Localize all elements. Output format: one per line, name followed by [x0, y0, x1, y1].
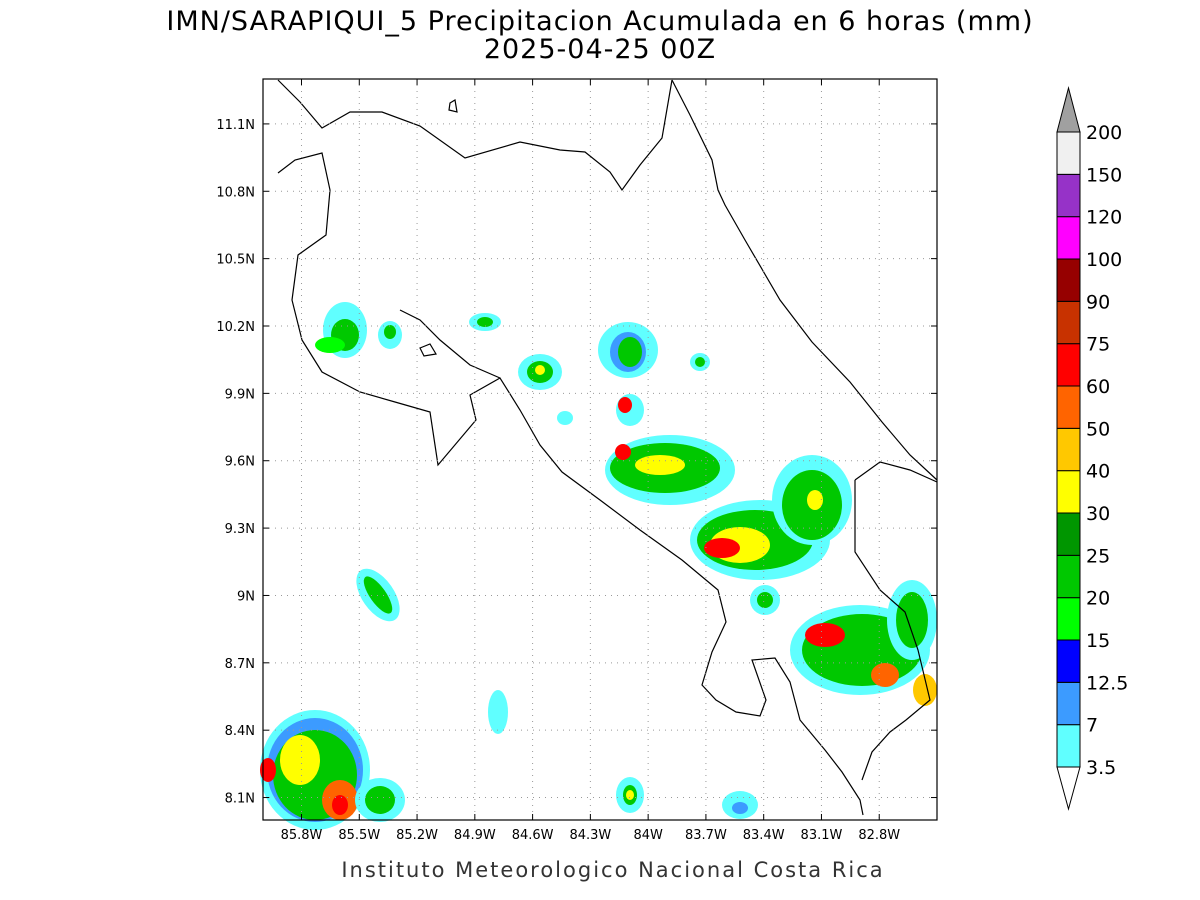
- rain-cell: [488, 690, 508, 734]
- colorbar-segment: [1056, 300, 1081, 345]
- rain-cell: [750, 585, 780, 615]
- x-tick-label: 82.8W: [858, 828, 900, 843]
- colorbar-segment: [1056, 385, 1081, 429]
- map-frame: [262, 78, 938, 821]
- x-tick-label: 83.4W: [743, 828, 785, 843]
- subtitle: 2025-04-25 00Z: [484, 34, 716, 65]
- colorbar-label: 120: [1086, 207, 1122, 229]
- colorbar-segment: [1056, 173, 1081, 218]
- colorbar-segment: [1056, 470, 1081, 514]
- colorbar-segment: [1056, 597, 1081, 641]
- rain-cell: [598, 322, 658, 378]
- coastline: [671, 79, 938, 481]
- axes: 85.8W 85.5W 85.2W 84.9W 84.6W 84.3W 84W 83.7W 83…: [216, 79, 937, 843]
- rain-cell: [605, 435, 735, 505]
- y-tick-label: 10.5N: [216, 253, 255, 268]
- colorbar-label: 7: [1086, 715, 1098, 737]
- footer: Instituto Meteorologico Nacional Costa R…: [341, 858, 884, 882]
- rain-cell: [378, 321, 402, 349]
- x-tick-label: 85.5W: [338, 828, 380, 843]
- coastline: [277, 79, 673, 192]
- rain-cell: [557, 411, 573, 425]
- y-tick-label: 8.1N: [225, 792, 255, 807]
- colorbar-segment: [1056, 427, 1081, 472]
- y-tick-label: 8.4N: [225, 724, 255, 739]
- x-tick-label: 84W: [633, 828, 663, 843]
- rain-cell: [722, 791, 758, 819]
- colorbar-label: 100: [1086, 249, 1122, 271]
- rain-cell: [772, 455, 852, 545]
- border: [854, 480, 931, 781]
- colorbar-segment: [1056, 554, 1081, 599]
- y-tick-label: 11.1N: [216, 118, 255, 133]
- colorbar-label: 15: [1086, 630, 1110, 652]
- y-tick-label: 8.7N: [225, 657, 255, 672]
- title: IMN/SARAPIQUI_5 Precipitacion Acumulada …: [166, 6, 1033, 37]
- colorbar-label: 75: [1086, 334, 1110, 356]
- colorbar-label: 20: [1086, 588, 1110, 610]
- x-tick-label: 84.9W: [454, 828, 496, 843]
- rain-cell: [315, 302, 367, 358]
- x-tick-label: 83.7W: [685, 828, 727, 843]
- rain-cell: [355, 778, 405, 822]
- rain-cell: [690, 353, 710, 371]
- colorbar-under: [1056, 766, 1081, 811]
- border: [399, 309, 501, 379]
- colorbar-label: 60: [1086, 376, 1110, 398]
- x-tick-label: 85.8W: [281, 828, 323, 843]
- colorbar-label: 200: [1086, 122, 1122, 144]
- colorbar-label: 12.5: [1086, 672, 1128, 694]
- colorbar-over: [1056, 86, 1081, 133]
- colorbar-segment: [1056, 681, 1081, 726]
- y-tick-label: 10.8N: [216, 185, 255, 200]
- x-tick-label: 84.3W: [569, 828, 611, 843]
- island: [419, 343, 437, 357]
- y-tick-label: 9.6N: [225, 455, 255, 470]
- x-tick-label: 85.2W: [396, 828, 438, 843]
- rain-cell: [887, 580, 937, 706]
- colorbar-label: 3.5: [1086, 757, 1116, 779]
- rain-cell: [260, 710, 370, 830]
- colorbar-label: 25: [1086, 545, 1110, 567]
- x-tick-label: 84.6W: [512, 828, 554, 843]
- y-tick-label: 9.3N: [225, 522, 255, 537]
- colorbar-segment: [1056, 639, 1081, 683]
- border: [854, 461, 938, 483]
- rain-cell: [616, 394, 644, 426]
- y-tick-label: 9.9N: [225, 387, 255, 402]
- y-tick-label: 9N: [237, 589, 255, 604]
- rain-cell: [616, 777, 644, 813]
- colorbar-label: 30: [1086, 503, 1110, 525]
- rain-cell: [469, 313, 501, 331]
- colorbar-segment: [1056, 512, 1081, 556]
- coastlines: [277, 79, 938, 816]
- colorbar-label: 90: [1086, 291, 1110, 313]
- rain-field: [260, 302, 937, 830]
- colorbar-segment: [1056, 343, 1081, 387]
- island: [448, 99, 458, 113]
- coastline: [277, 152, 864, 816]
- x-tick-label: 83.1W: [801, 828, 843, 843]
- colorbar: 3.5 7 12.5 15 20 25 30 40 50 60 75 90 100 120 150 200: [1056, 86, 1128, 811]
- colorbar-label: 150: [1086, 164, 1122, 186]
- colorbar-label: 50: [1086, 418, 1110, 440]
- colorbar-segment: [1056, 724, 1081, 768]
- colorbar-segment: [1056, 216, 1081, 260]
- colorbar-segment: [1056, 258, 1081, 302]
- y-tick-label: 10.2N: [216, 320, 255, 335]
- rain-cell: [518, 354, 562, 390]
- colorbar-label: 40: [1086, 461, 1110, 483]
- colorbar-segment: [1056, 131, 1081, 175]
